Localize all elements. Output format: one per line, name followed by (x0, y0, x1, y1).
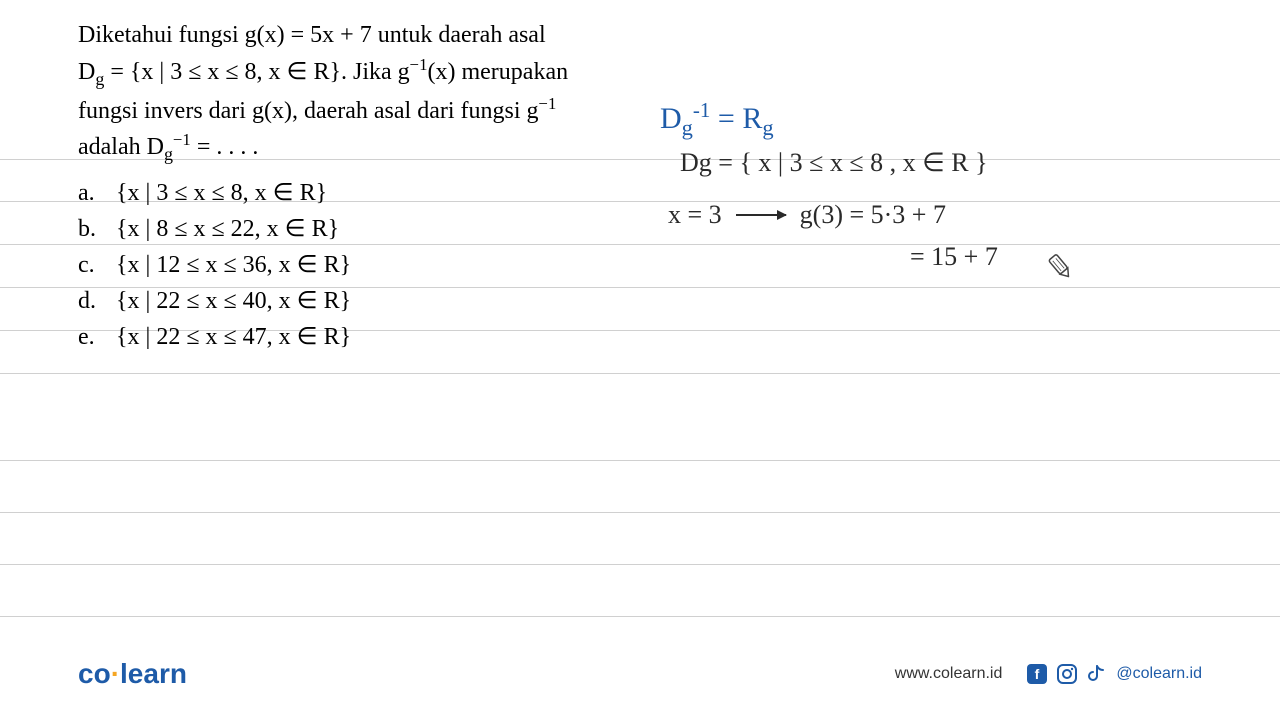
facebook-icon: f (1026, 663, 1048, 685)
social-links: f @colearn.id (1026, 663, 1202, 685)
handwriting-line-1: Dg-1 = Rg (660, 98, 774, 141)
handwriting-line-3: x = 3 g(3) = 5·3 + 7 (668, 200, 946, 230)
option-letter: c. (78, 247, 98, 283)
website-url: www.colearn.id (895, 665, 1003, 683)
option-text: {x | 3 ≤ x ≤ 8, x ∈ R} (116, 175, 327, 211)
option-text: {x | 22 ≤ x ≤ 40, x ∈ R} (116, 283, 351, 319)
rule-line (0, 373, 1280, 374)
option-c: c. {x | 12 ≤ x ≤ 36, x ∈ R} (78, 247, 638, 283)
problem-statement: Diketahui fungsi g(x) = 5x + 7 untuk dae… (78, 18, 638, 355)
option-a: a. {x | 3 ≤ x ≤ 8, x ∈ R} (78, 175, 638, 211)
handwriting-x-equals-3: x = 3 (668, 200, 722, 230)
colearn-logo: co·learn (78, 658, 187, 690)
logo-dot: · (111, 658, 120, 689)
rule-line (0, 460, 1280, 461)
logo-co: co (78, 658, 111, 689)
pencil-icon (1043, 245, 1086, 288)
problem-text: Diketahui fungsi g(x) = 5x + 7 untuk dae… (78, 18, 638, 167)
option-e: e. {x | 22 ≤ x ≤ 47, x ∈ R} (78, 319, 638, 355)
problem-line-2: Dg = {x | 3 ≤ x ≤ 8, x ∈ R}. Jika g−1(x)… (78, 53, 638, 92)
option-letter: e. (78, 319, 98, 355)
problem-line-3: fungsi invers dari g(x), daerah asal dar… (78, 92, 638, 129)
logo-learn: learn (120, 658, 187, 689)
option-b: b. {x | 8 ≤ x ≤ 22, x ∈ R} (78, 211, 638, 247)
handwriting-line-2: Dg = { x | 3 ≤ x ≤ 8 , x ∈ R } (680, 148, 988, 178)
footer-right: www.colearn.id f @colearn.id (895, 663, 1202, 685)
rule-line (0, 616, 1280, 617)
rule-line (0, 564, 1280, 565)
svg-text:f: f (1035, 666, 1040, 682)
arrow-icon (736, 214, 786, 216)
problem-line-4: adalah Dg−1 = . . . . (78, 128, 638, 167)
option-letter: a. (78, 175, 98, 211)
social-handle: @colearn.id (1116, 665, 1202, 683)
option-letter: d. (78, 283, 98, 319)
option-text: {x | 8 ≤ x ≤ 22, x ∈ R} (116, 211, 339, 247)
option-letter: b. (78, 211, 98, 247)
footer: co·learn www.colearn.id f @colearn.id (0, 654, 1280, 694)
rule-line (0, 512, 1280, 513)
option-text: {x | 22 ≤ x ≤ 47, x ∈ R} (116, 319, 351, 355)
option-text: {x | 12 ≤ x ≤ 36, x ∈ R} (116, 247, 351, 283)
problem-line-1: Diketahui fungsi g(x) = 5x + 7 untuk dae… (78, 18, 638, 53)
instagram-icon (1056, 663, 1078, 685)
tiktok-icon (1086, 663, 1108, 685)
handwriting-line-4: = 15 + 7 (910, 242, 998, 272)
answer-options: a. {x | 3 ≤ x ≤ 8, x ∈ R} b. {x | 8 ≤ x … (78, 175, 638, 355)
option-d: d. {x | 22 ≤ x ≤ 40, x ∈ R} (78, 283, 638, 319)
handwriting-g3: g(3) = 5·3 + 7 (800, 200, 946, 230)
